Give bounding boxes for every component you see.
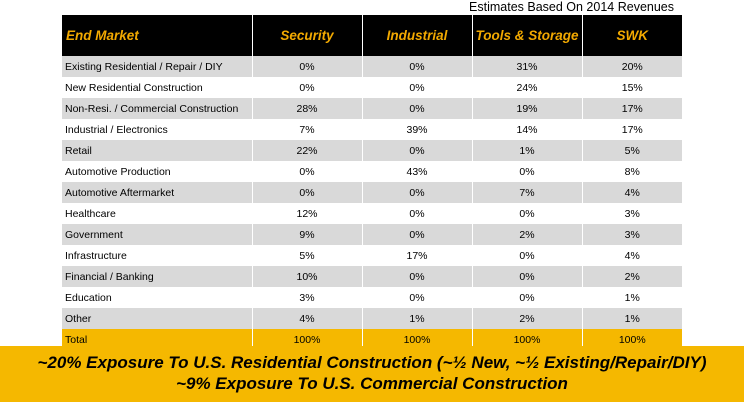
header-row: End Market Security Industrial Tools & S… bbox=[62, 15, 682, 56]
cell-swk: 17% bbox=[621, 123, 643, 136]
banner-line-residential: ~20% Exposure To U.S. Residential Constr… bbox=[37, 353, 707, 372]
table-subtitle: Estimates Based On 2014 Revenues bbox=[469, 0, 674, 14]
total-cell-security: 100% bbox=[252, 329, 363, 350]
cell-swk: 1% bbox=[624, 312, 640, 325]
cell-security: 5% bbox=[252, 245, 363, 266]
total-cell-end-market: Total bbox=[62, 329, 253, 350]
table-header: End Market Security Industrial Tools & S… bbox=[62, 15, 682, 56]
cell-industrial: 0% bbox=[362, 182, 473, 203]
cell-security: 12% bbox=[252, 203, 363, 224]
cell-security: 10% bbox=[252, 266, 363, 287]
cell-security: 0% bbox=[252, 182, 363, 203]
cell-swk: 15% bbox=[621, 81, 643, 94]
cell-tools-storage: 0% bbox=[472, 161, 583, 182]
cell-end-market: Government bbox=[62, 224, 253, 245]
cell-swk: 1% bbox=[624, 291, 640, 304]
banner-line-commercial: ~9% Exposure To U.S. Commercial Construc… bbox=[176, 374, 568, 393]
cell-industrial: 39% bbox=[362, 119, 473, 140]
table-row: New Residential Construction 0% 0% 24% 15% bbox=[62, 77, 682, 98]
cell-end-market: New Residential Construction bbox=[62, 77, 253, 98]
cell-swk: 3% bbox=[624, 228, 640, 241]
cell-tools-storage: 2% bbox=[472, 224, 583, 245]
cell-end-market: Financial / Banking bbox=[62, 266, 253, 287]
cell-end-market: Infrastructure bbox=[62, 245, 253, 266]
cell-tools-storage: 0% bbox=[472, 287, 583, 308]
cell-tools-storage: 1% bbox=[472, 140, 583, 161]
cell-industrial: 43% bbox=[362, 161, 473, 182]
table-row: Existing Residential / Repair / DIY 0% 0% 3… bbox=[62, 56, 682, 77]
cell-end-market: Non-Resi. / Commercial Construction bbox=[62, 98, 253, 119]
cell-industrial: 1% bbox=[362, 308, 473, 329]
end-market-table: End Market Security Industrial Tools & S… bbox=[62, 15, 682, 350]
cell-security: 9% bbox=[252, 224, 363, 245]
cell-industrial: 17% bbox=[362, 245, 473, 266]
total-cell-tools-storage: 100% bbox=[472, 329, 583, 350]
column-header-swk: SWK bbox=[616, 28, 649, 43]
cell-tools-storage: 19% bbox=[472, 98, 583, 119]
cell-tools-storage: 31% bbox=[472, 56, 583, 77]
cell-swk: 5% bbox=[624, 144, 640, 157]
column-header-industrial: Industrial bbox=[362, 15, 473, 56]
table-row: Non-Resi. / Commercial Construction 28% 0%… bbox=[62, 98, 682, 119]
cell-security: 22% bbox=[252, 140, 363, 161]
cell-tools-storage: 0% bbox=[472, 203, 583, 224]
cell-end-market: Other bbox=[62, 308, 253, 329]
table-row: Automotive Production 0% 43% 0% 8% bbox=[62, 161, 682, 182]
column-header-tools-storage: Tools & Storage bbox=[472, 15, 583, 56]
table-row: Government 9% 0% 2% 3% bbox=[62, 224, 682, 245]
column-header-security: Security bbox=[252, 15, 363, 56]
cell-swk: 2% bbox=[624, 270, 640, 283]
table-row: Retail 22% 0% 1% 5% bbox=[62, 140, 682, 161]
table-row: Other 4% 1% 2% 1% bbox=[62, 308, 682, 329]
total-row: Total 100% 100% 100% 100% bbox=[62, 329, 682, 350]
table-body: Existing Residential / Repair / DIY 0% 0% 3… bbox=[62, 56, 682, 350]
cell-swk: 8% bbox=[624, 165, 640, 178]
cell-security: 0% bbox=[252, 161, 363, 182]
table-row: Education 3% 0% 0% 1% bbox=[62, 287, 682, 308]
cell-security: 28% bbox=[252, 98, 363, 119]
cell-swk: 17% bbox=[621, 102, 643, 115]
table-row: Automotive Aftermarket 0% 0% 7% 4% bbox=[62, 182, 682, 203]
cell-security: 7% bbox=[252, 119, 363, 140]
cell-end-market: Automotive Production bbox=[62, 161, 253, 182]
cell-industrial: 0% bbox=[362, 98, 473, 119]
cell-end-market: Industrial / Electronics bbox=[62, 119, 253, 140]
cell-industrial: 0% bbox=[362, 224, 473, 245]
cell-tools-storage: 2% bbox=[472, 308, 583, 329]
cell-industrial: 0% bbox=[362, 203, 473, 224]
cell-end-market: Existing Residential / Repair / DIY bbox=[62, 56, 253, 77]
table-row: Financial / Banking 10% 0% 0% 2% bbox=[62, 266, 682, 287]
total-cell-swk: 100% bbox=[618, 333, 646, 346]
cell-industrial: 0% bbox=[362, 266, 473, 287]
cell-security: 0% bbox=[252, 56, 363, 77]
cell-tools-storage: 14% bbox=[472, 119, 583, 140]
cell-tools-storage: 7% bbox=[472, 182, 583, 203]
cell-industrial: 0% bbox=[362, 77, 473, 98]
table-row: Infrastructure 5% 17% 0% 4% bbox=[62, 245, 682, 266]
cell-security: 0% bbox=[252, 77, 363, 98]
cell-tools-storage: 0% bbox=[472, 245, 583, 266]
cell-tools-storage: 0% bbox=[472, 266, 583, 287]
cell-tools-storage: 24% bbox=[472, 77, 583, 98]
cell-end-market: Healthcare bbox=[62, 203, 253, 224]
cell-security: 4% bbox=[252, 308, 363, 329]
summary-banner: ~20% Exposure To U.S. Residential Constr… bbox=[0, 346, 744, 402]
column-header-end-market: End Market bbox=[62, 15, 253, 56]
cell-swk: 20% bbox=[621, 60, 643, 73]
cell-end-market: Education bbox=[62, 287, 253, 308]
cell-swk: 4% bbox=[624, 249, 640, 262]
cell-end-market: Automotive Aftermarket bbox=[62, 182, 253, 203]
cell-industrial: 0% bbox=[362, 56, 473, 77]
total-cell-industrial: 100% bbox=[362, 329, 473, 350]
cell-end-market: Retail bbox=[62, 140, 253, 161]
cell-swk: 3% bbox=[624, 207, 640, 220]
table-row: Industrial / Electronics 7% 39% 14% 17% bbox=[62, 119, 682, 140]
cell-security: 3% bbox=[252, 287, 363, 308]
cell-swk: 4% bbox=[624, 186, 640, 199]
cell-industrial: 0% bbox=[362, 140, 473, 161]
table-row: Healthcare 12% 0% 0% 3% bbox=[62, 203, 682, 224]
cell-industrial: 0% bbox=[362, 287, 473, 308]
